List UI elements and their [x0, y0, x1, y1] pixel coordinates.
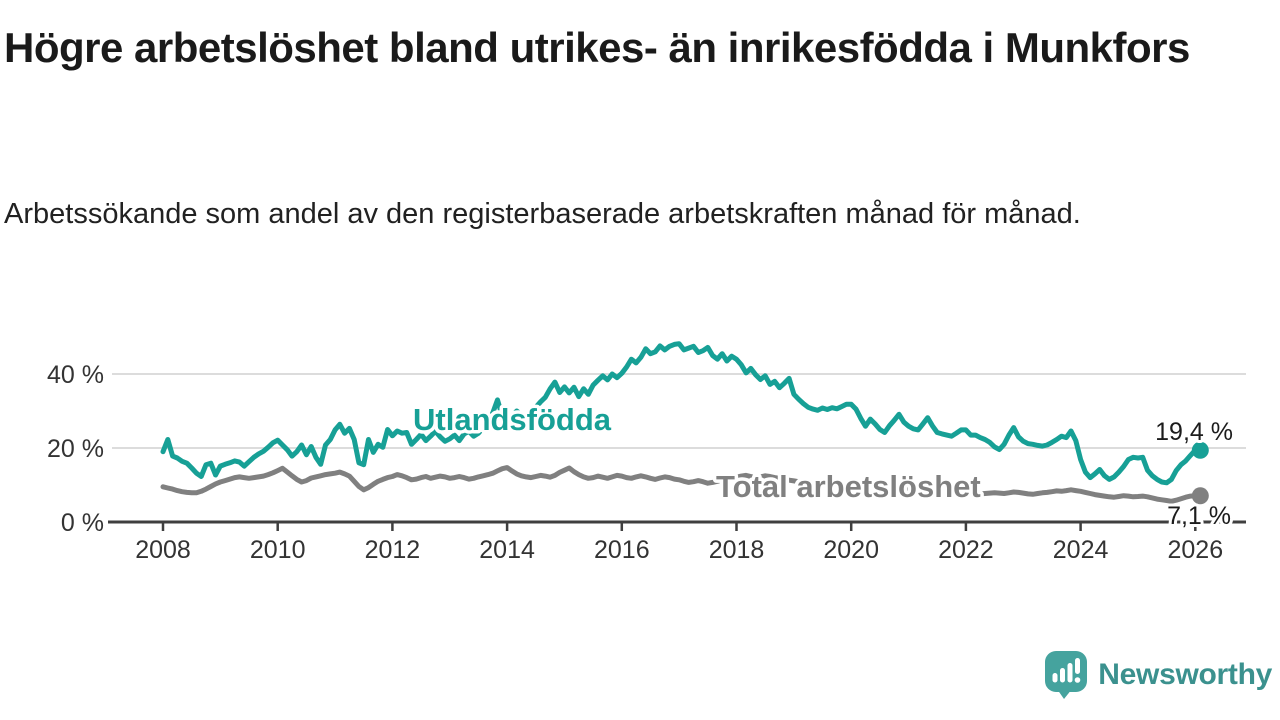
page-subtitle: Arbetssökande som andel av den registerb…	[4, 198, 1081, 230]
x-tick-label: 2012	[365, 536, 421, 564]
series-end-dot-1	[1191, 487, 1209, 505]
speech-bubble-chart-icon	[1045, 651, 1088, 699]
series-label-1: Total arbetslöshet	[716, 469, 981, 504]
x-tick-label: 2008	[135, 536, 191, 564]
series-line-1	[160, 465, 1198, 504]
x-tick-label: 2014	[479, 536, 535, 564]
unemployment-line-chart: 2008 2010 2012 2014 2016 2018 2020 2022 2024 2026…	[47, 341, 1246, 564]
y-tick-label: 40 %	[47, 361, 104, 389]
newsworthy-logo: Newsworthy	[1044, 650, 1272, 699]
series-end-dot-0	[1191, 441, 1209, 459]
series-end-label-0: 19,4 %	[1155, 418, 1233, 446]
x-tick-label: 2026	[1167, 536, 1223, 564]
x-tick-label: 2018	[709, 536, 765, 564]
x-tick-label: 2024	[1053, 536, 1109, 564]
y-tick-label: 0 %	[61, 509, 104, 537]
series-label-0: Utlandsfödda	[413, 402, 612, 437]
x-tick-label: 2010	[250, 536, 306, 564]
series-line-0	[160, 341, 1198, 486]
x-tick-label: 2022	[938, 536, 994, 564]
page-title: Högre arbetslöshet bland utrikes- än inr…	[4, 24, 1190, 71]
x-tick-label: 2020	[823, 536, 879, 564]
newsworthy-wordmark: Newsworthy	[1098, 657, 1272, 691]
x-tick-label: 2016	[594, 536, 650, 564]
series-end-label-1: 7,1 %	[1167, 502, 1231, 530]
y-tick-label: 20 %	[47, 435, 104, 463]
